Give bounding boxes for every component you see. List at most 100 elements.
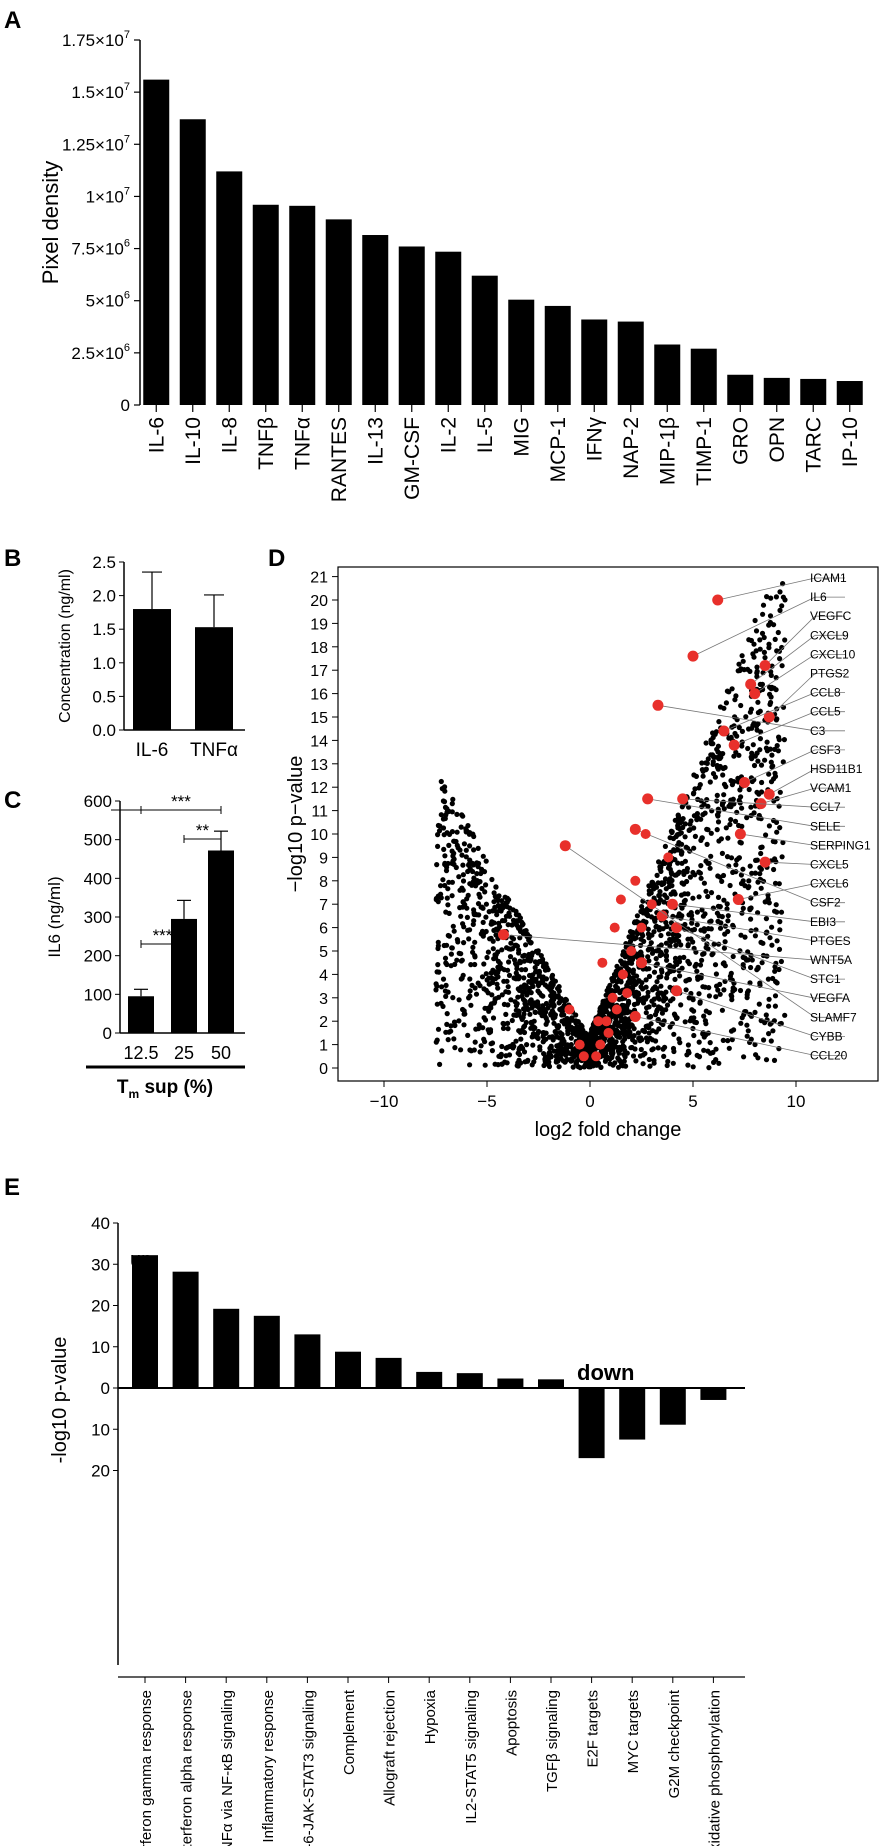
gene-leader-line bbox=[647, 798, 816, 827]
gene-point bbox=[626, 998, 632, 1005]
gene-point bbox=[682, 821, 688, 827]
gene-point bbox=[765, 896, 771, 902]
gene-point bbox=[630, 1053, 637, 1059]
gene-point bbox=[623, 1063, 629, 1069]
gene-point bbox=[511, 957, 518, 963]
highlighted-gene-point bbox=[595, 1039, 606, 1050]
gene-point bbox=[755, 758, 761, 764]
gene-point bbox=[598, 1005, 605, 1011]
gene-leader-line bbox=[744, 749, 816, 783]
gene-point bbox=[466, 862, 472, 868]
gene-point bbox=[505, 922, 511, 928]
gene-point bbox=[758, 762, 765, 768]
gene-point bbox=[645, 912, 651, 918]
chart-c: 0 100 200 300 400 500 600 IL6 (ng/ml) 12.5 25 50 **… bbox=[45, 792, 245, 1101]
gene-point bbox=[712, 962, 719, 968]
gene-point bbox=[692, 833, 699, 840]
bar-e bbox=[335, 1351, 361, 1388]
bar-a bbox=[581, 319, 608, 405]
gene-point bbox=[780, 759, 786, 765]
gene-point bbox=[633, 1058, 639, 1064]
x-tick-label-b: TNFα bbox=[190, 740, 238, 761]
gene-point bbox=[685, 926, 691, 932]
gene-point bbox=[527, 1011, 533, 1017]
bar-a bbox=[800, 378, 827, 405]
gene-point bbox=[517, 958, 523, 964]
gene-point bbox=[761, 649, 768, 656]
y-tick-label-c: 500 bbox=[84, 831, 112, 850]
gene-point bbox=[503, 913, 509, 919]
gene-point bbox=[772, 968, 778, 974]
gene-point bbox=[452, 1045, 458, 1051]
gene-point bbox=[549, 974, 555, 980]
bar-e bbox=[132, 1255, 158, 1388]
gene-point bbox=[639, 904, 645, 910]
highlighted-gene-point bbox=[626, 946, 637, 956]
x-tick-label-a: RANTES bbox=[328, 417, 351, 502]
gene-point bbox=[621, 1051, 627, 1058]
gene-point bbox=[437, 823, 443, 829]
gene-point bbox=[482, 1039, 488, 1045]
gene-point bbox=[715, 766, 721, 772]
gene-point bbox=[503, 1053, 509, 1059]
gene-point bbox=[499, 1043, 505, 1050]
gene-point bbox=[475, 1026, 482, 1032]
x-tick-label-a: TNFα bbox=[291, 417, 314, 470]
gene-point bbox=[646, 966, 652, 972]
gene-point bbox=[674, 832, 681, 838]
gene-point bbox=[481, 961, 487, 967]
bar-a bbox=[289, 205, 316, 405]
y-tick-label-d: 15 bbox=[310, 710, 328, 727]
gene-point bbox=[442, 853, 448, 859]
gene-point bbox=[720, 772, 726, 778]
bar-a bbox=[143, 79, 170, 405]
gene-point bbox=[529, 1034, 535, 1040]
gene-point bbox=[571, 1054, 577, 1060]
gene-point bbox=[440, 877, 446, 883]
gene-point bbox=[748, 637, 755, 644]
gene-point bbox=[669, 829, 675, 835]
gene-point bbox=[640, 1061, 646, 1067]
gene-point bbox=[744, 815, 750, 821]
gene-point bbox=[777, 607, 783, 614]
gene-point bbox=[489, 876, 495, 883]
gene-point bbox=[445, 886, 451, 892]
gene-point bbox=[758, 866, 765, 872]
gene-point bbox=[524, 992, 530, 998]
gene-point bbox=[654, 979, 660, 985]
gene-point bbox=[483, 901, 489, 907]
gene-point bbox=[683, 987, 689, 993]
x-tick-label-a: IL-6 bbox=[145, 417, 168, 453]
gene-point bbox=[622, 954, 628, 960]
gene-point bbox=[714, 812, 721, 818]
gene-leader-line bbox=[738, 883, 816, 900]
y-tick-label-a: 5×106 bbox=[86, 290, 130, 311]
gene-point bbox=[769, 942, 775, 948]
gene-point bbox=[752, 753, 758, 759]
gene-point bbox=[716, 719, 722, 725]
gene-point bbox=[543, 1021, 549, 1027]
gene-point bbox=[603, 1004, 609, 1010]
gene-point bbox=[780, 594, 787, 600]
gene-point bbox=[547, 1045, 553, 1051]
gene-point bbox=[751, 720, 757, 726]
highlighted-gene-point bbox=[636, 957, 647, 969]
significance-label: *** bbox=[153, 926, 173, 945]
gene-point bbox=[685, 1042, 692, 1048]
gene-point bbox=[612, 1020, 618, 1026]
y-axis-title-c: IL6 (ng/ml) bbox=[45, 876, 64, 957]
gene-point bbox=[768, 595, 774, 601]
gene-point bbox=[715, 894, 722, 901]
gene-point bbox=[480, 1025, 486, 1031]
gene-point bbox=[770, 838, 776, 845]
gene-point bbox=[507, 954, 514, 960]
x-tick-label-c: 50 bbox=[211, 1043, 231, 1063]
gene-point bbox=[721, 897, 727, 903]
gene-point bbox=[516, 912, 522, 918]
gene-point bbox=[682, 921, 688, 928]
gene-point bbox=[655, 991, 661, 997]
gene-point bbox=[631, 1033, 637, 1039]
gene-point bbox=[771, 1018, 778, 1024]
gene-point bbox=[521, 952, 528, 959]
x-tick-label-e: TNFα via NF-κB signaling bbox=[219, 1690, 236, 1846]
